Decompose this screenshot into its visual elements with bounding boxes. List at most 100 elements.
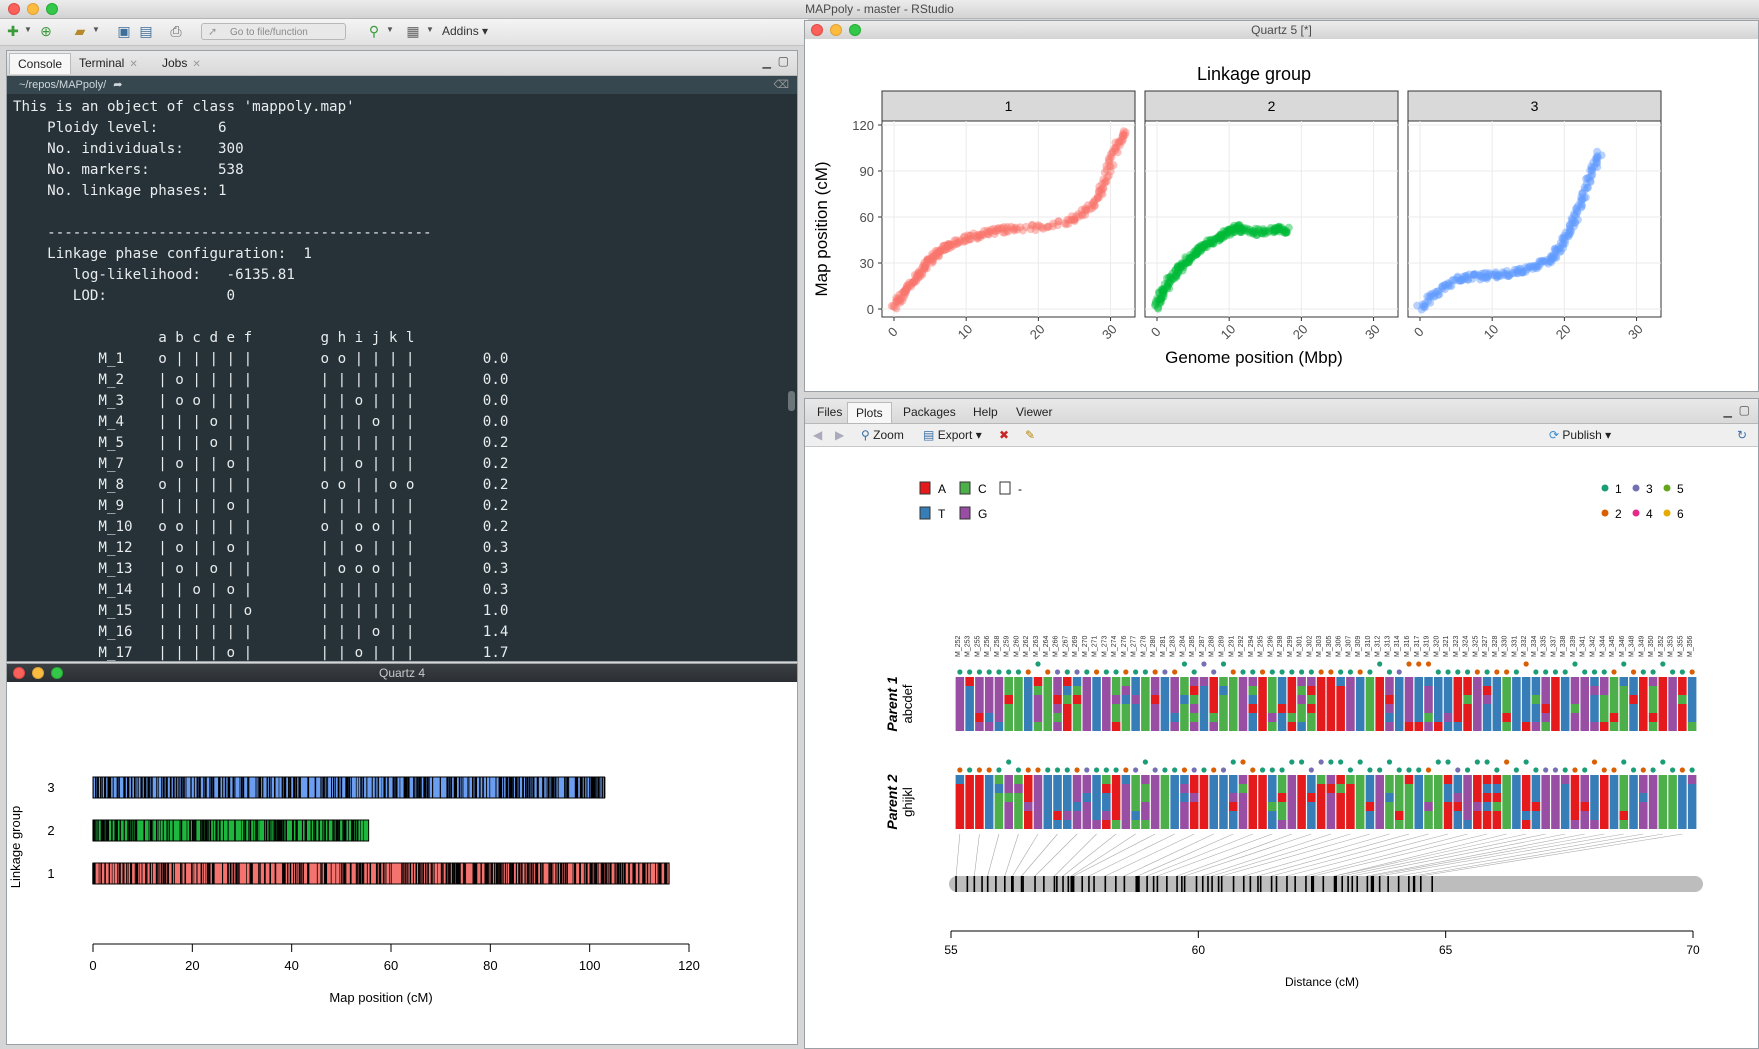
addins-menu[interactable]: Addins ▾: [442, 24, 489, 38]
console-scrollbar[interactable]: [788, 391, 795, 411]
data-point: [1564, 232, 1573, 241]
publish-button[interactable]: ⟳ Publish ▾: [1549, 428, 1612, 442]
data-point: [1064, 216, 1073, 225]
allele-cell: [1560, 677, 1570, 686]
close-window-button[interactable]: [13, 667, 25, 679]
clear-console-icon[interactable]: ⌫: [773, 79, 789, 91]
dosage-dot: [1152, 669, 1158, 675]
allele-cell: [1629, 677, 1638, 686]
remove-plot-icon[interactable]: ✖: [999, 428, 1010, 442]
allele-cell: [1521, 802, 1531, 811]
allele-cell: [1648, 793, 1658, 802]
allele-cell: [1551, 695, 1560, 704]
minimize-window-button[interactable]: [32, 667, 44, 679]
dosage-dot: [1074, 767, 1080, 773]
new-project-icon[interactable]: ⊕: [40, 23, 52, 39]
allele-cell: [1199, 722, 1209, 731]
console-output[interactable]: This is an object of class 'mappoly.map'…: [13, 97, 783, 661]
tab-jobs[interactable]: Jobs ✕: [154, 53, 209, 74]
allele-cell: [1248, 677, 1258, 686]
data-point: [990, 229, 999, 238]
tab-viewer[interactable]: Viewer: [1008, 402, 1060, 423]
data-point: [1526, 262, 1535, 271]
minimize-pane-icon[interactable]: ▁: [1723, 406, 1732, 418]
data-point: [923, 257, 932, 266]
data-point: [898, 296, 907, 305]
data-point: [999, 223, 1008, 232]
allele-cell: [1619, 775, 1629, 784]
data-point: [1502, 266, 1511, 275]
zoom-button[interactable]: ⚲ Zoom: [861, 427, 904, 443]
data-point: [1082, 206, 1091, 215]
go-to-dir-icon[interactable]: ➦: [113, 79, 123, 91]
console-line: M_2 | o | | | | | | | | | | 0.0: [13, 372, 509, 388]
minimize-window-button[interactable]: [27, 3, 39, 15]
data-point: [1103, 173, 1112, 182]
goto-file-input[interactable]: ➚ Go to file/function: [201, 23, 346, 40]
close-icon[interactable]: ✕: [129, 59, 138, 70]
forward-arrow-icon[interactable]: ▶: [835, 428, 845, 442]
allele-cell: [1268, 686, 1277, 695]
data-point: [1157, 285, 1166, 294]
chevron-down-icon[interactable]: ▼: [426, 25, 434, 34]
marker-label: M_316: [1404, 635, 1411, 657]
new-file-icon[interactable]: ✚: [7, 23, 19, 39]
minimize-window-button[interactable]: [830, 24, 842, 36]
grid-layout-icon[interactable]: ▦: [406, 23, 420, 39]
data-point: [1222, 231, 1231, 240]
data-point: [1193, 243, 1202, 252]
close-window-button[interactable]: [811, 24, 823, 36]
print-icon[interactable]: ⎙: [170, 23, 182, 39]
data-point: [1182, 259, 1191, 268]
close-window-button[interactable]: [8, 3, 20, 15]
tab-help[interactable]: Help: [965, 402, 1006, 423]
data-point: [1031, 226, 1040, 235]
tab-packages[interactable]: Packages: [895, 402, 964, 423]
chevron-down-icon[interactable]: ▼: [92, 25, 100, 34]
back-arrow-icon[interactable]: ◀: [813, 428, 823, 442]
minimize-pane-icon[interactable]: ▁: [762, 57, 771, 69]
chevron-down-icon[interactable]: ▼: [386, 25, 394, 34]
tab-files[interactable]: Files: [809, 402, 850, 423]
zoom-window-button[interactable]: [849, 24, 861, 36]
allele-cell: [965, 784, 974, 793]
data-point: [900, 289, 909, 298]
save-icon[interactable]: ▣: [117, 23, 131, 39]
zoom-window-button[interactable]: [51, 667, 63, 679]
maximize-pane-icon[interactable]: ▢: [1738, 403, 1750, 417]
data-point: [1234, 224, 1243, 233]
tab-terminal[interactable]: Terminal ✕: [71, 53, 146, 74]
save-all-icon[interactable]: ▤: [139, 23, 153, 39]
data-point: [1236, 224, 1245, 233]
zoom-window-button[interactable]: [46, 3, 58, 15]
open-folder-icon[interactable]: ▰: [74, 23, 86, 39]
data-point: [1259, 225, 1268, 234]
allele-cell: [1092, 695, 1101, 704]
chevron-down-icon[interactable]: ▼: [24, 25, 32, 34]
refresh-icon[interactable]: ↻: [1737, 428, 1748, 442]
maximize-pane-icon[interactable]: ▢: [777, 54, 789, 68]
dosage-dot: [1006, 669, 1012, 675]
allele-cell: [1414, 686, 1424, 695]
dosage-dot: [1142, 669, 1148, 675]
allele-cell: [1297, 686, 1306, 695]
allele-cell: [1531, 713, 1541, 722]
close-icon[interactable]: ✕: [192, 59, 201, 70]
data-point: [979, 231, 988, 240]
data-point: [1228, 224, 1237, 233]
tab-console[interactable]: Console: [9, 53, 72, 74]
vcs-icon[interactable]: ⚲: [368, 23, 380, 39]
allele-cell: [1443, 704, 1453, 713]
data-point: [1165, 284, 1174, 293]
data-point: [1176, 260, 1185, 269]
allele-cell: [984, 784, 994, 793]
legend-label: -: [1018, 482, 1022, 496]
allele-cell: [1687, 686, 1697, 695]
allele-cell: [1414, 713, 1424, 722]
data-point: [1581, 185, 1590, 194]
tab-plots[interactable]: Plots: [847, 402, 892, 423]
allele-cell: [975, 704, 984, 713]
export-button[interactable]: ▤ Export ▾: [923, 428, 982, 442]
broom-icon[interactable]: ✎: [1025, 428, 1036, 442]
data-point: [1550, 251, 1559, 260]
